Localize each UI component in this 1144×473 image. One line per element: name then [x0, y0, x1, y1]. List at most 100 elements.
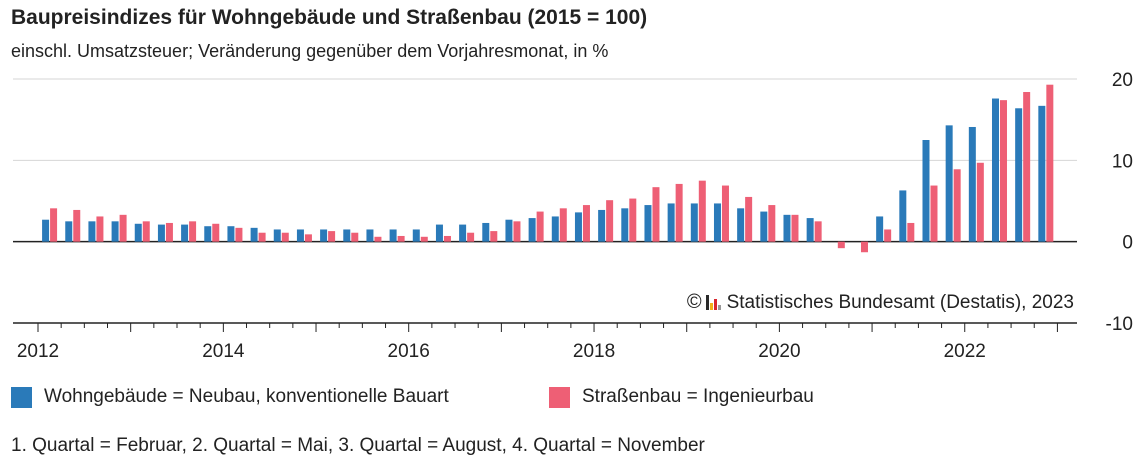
- bar-wohngebaeude: [343, 229, 351, 242]
- bar-strassenbau: [999, 100, 1007, 242]
- bar-strassenbau: [582, 205, 590, 242]
- bar-wohngebaeude: [505, 219, 513, 242]
- bar-wohngebaeude: [111, 221, 119, 242]
- grid-layer: [13, 78, 1077, 243]
- legend-item-strassenbau: Straßenbau = Ingenieurbau: [549, 386, 814, 408]
- bar-wohngebaeude: [551, 216, 559, 242]
- bar-strassenbau: [119, 214, 127, 242]
- bar-wohngebaeude: [991, 98, 999, 242]
- bar-wohngebaeude: [412, 229, 420, 242]
- legend-item-wohngebaeude: Wohngebäude = Neubau, konventionelle Bau…: [11, 386, 449, 408]
- bar-wohngebaeude: [968, 126, 976, 242]
- bar-wohngebaeude: [574, 212, 582, 242]
- bar-strassenbau: [96, 216, 104, 242]
- bar-wohngebaeude: [366, 229, 374, 242]
- bar-wohngebaeude: [528, 218, 536, 242]
- bar-strassenbau: [328, 231, 336, 242]
- bar-layer: [42, 84, 1054, 253]
- bar-wohngebaeude: [134, 223, 142, 242]
- bar-wohngebaeude: [181, 224, 189, 242]
- bar-strassenbau: [1023, 92, 1031, 242]
- legend-swatch-wohngebaeude: [11, 386, 32, 408]
- x-tick-label: 2022: [944, 341, 986, 362]
- bar-wohngebaeude: [737, 208, 745, 242]
- bar-wohngebaeude: [783, 214, 791, 242]
- copyright-icon: ©: [686, 291, 702, 313]
- bar-wohngebaeude: [435, 224, 443, 242]
- bar-strassenbau: [814, 221, 822, 242]
- bar-wohngebaeude: [88, 221, 96, 242]
- bar-strassenbau: [490, 231, 498, 242]
- bar-strassenbau: [165, 222, 173, 242]
- bar-wohngebaeude: [1038, 105, 1046, 242]
- x-tick-label: 2012: [17, 341, 59, 362]
- bar-strassenbau: [536, 211, 544, 242]
- bar-wohngebaeude: [876, 216, 884, 242]
- bar-strassenbau: [791, 214, 799, 242]
- chart-subtitle: einschl. Umsatzsteuer; Veränderung gegen…: [11, 41, 609, 61]
- bar-wohngebaeude: [899, 190, 907, 242]
- bar-strassenbau: [397, 235, 405, 242]
- bar-wohngebaeude: [644, 205, 652, 242]
- bar-wohngebaeude: [227, 226, 235, 242]
- bar-chart: 20 10 0 -10 2012 2014 2016 2018 2020 2022: [13, 70, 1133, 362]
- bar-wohngebaeude: [65, 221, 73, 242]
- bar-wohngebaeude: [621, 208, 629, 242]
- bar-strassenbau: [675, 183, 683, 242]
- bar-strassenbau: [953, 169, 961, 242]
- legend-label-wohngebaeude: Wohngebäude = Neubau, konventionelle Bau…: [44, 386, 449, 407]
- bar-strassenbau: [768, 205, 776, 242]
- bar-strassenbau: [652, 187, 660, 242]
- source-credit: © Statistisches Bundesamt (Destatis), 20…: [686, 291, 1074, 314]
- bar-strassenbau: [351, 232, 359, 242]
- legend-swatch-strassenbau: [549, 386, 570, 408]
- bar-wohngebaeude: [713, 203, 721, 242]
- y-tick-label: 10: [1112, 151, 1133, 172]
- bar-strassenbau: [860, 241, 868, 253]
- bar-strassenbau: [420, 236, 428, 242]
- bar-strassenbau: [235, 227, 243, 242]
- bar-wohngebaeude: [1015, 108, 1023, 242]
- bar-wohngebaeude: [459, 224, 467, 242]
- bar-strassenbau: [1046, 84, 1054, 242]
- bar-strassenbau: [559, 208, 567, 242]
- bar-strassenbau: [745, 196, 753, 242]
- bar-strassenbau: [304, 234, 312, 242]
- bar-wohngebaeude: [945, 125, 953, 242]
- bar-strassenbau: [837, 241, 845, 249]
- bar-wohngebaeude: [667, 203, 675, 242]
- bar-strassenbau: [189, 221, 197, 242]
- x-tick-label: 2018: [573, 341, 615, 362]
- bar-strassenbau: [73, 209, 81, 242]
- bar-wohngebaeude: [157, 224, 165, 242]
- bar-wohngebaeude: [598, 209, 606, 242]
- bar-strassenbau: [50, 208, 58, 242]
- bar-strassenbau: [281, 232, 289, 242]
- bar-strassenbau: [629, 198, 637, 242]
- x-tick-label: 2014: [202, 341, 245, 362]
- bar-strassenbau: [467, 232, 475, 242]
- destatis-logo-icon: [705, 295, 722, 310]
- bar-strassenbau: [698, 180, 706, 242]
- bar-strassenbau: [212, 223, 220, 242]
- bar-wohngebaeude: [296, 229, 304, 242]
- bar-strassenbau: [976, 162, 984, 242]
- x-tick-label: 2020: [758, 341, 800, 362]
- bar-wohngebaeude: [922, 140, 930, 242]
- axis-layer: 20 10 0 -10 2012 2014 2016 2018 2020 2022: [13, 70, 1133, 362]
- bar-strassenbau: [606, 200, 614, 242]
- bar-strassenbau: [142, 221, 150, 242]
- bar-strassenbau: [443, 235, 451, 242]
- bar-wohngebaeude: [320, 229, 328, 242]
- y-tick-label: -10: [1106, 314, 1133, 335]
- chart-title: Baupreisindizes für Wohngebäude und Stra…: [11, 6, 648, 29]
- bar-strassenbau: [884, 229, 892, 242]
- bar-strassenbau: [258, 232, 266, 242]
- bar-wohngebaeude: [42, 219, 50, 242]
- bar-strassenbau: [374, 236, 382, 242]
- bar-strassenbau: [907, 222, 915, 242]
- bar-wohngebaeude: [690, 203, 698, 242]
- legend-label-strassenbau: Straßenbau = Ingenieurbau: [582, 386, 814, 407]
- bar-wohngebaeude: [250, 227, 258, 242]
- y-tick-label: 20: [1112, 70, 1133, 91]
